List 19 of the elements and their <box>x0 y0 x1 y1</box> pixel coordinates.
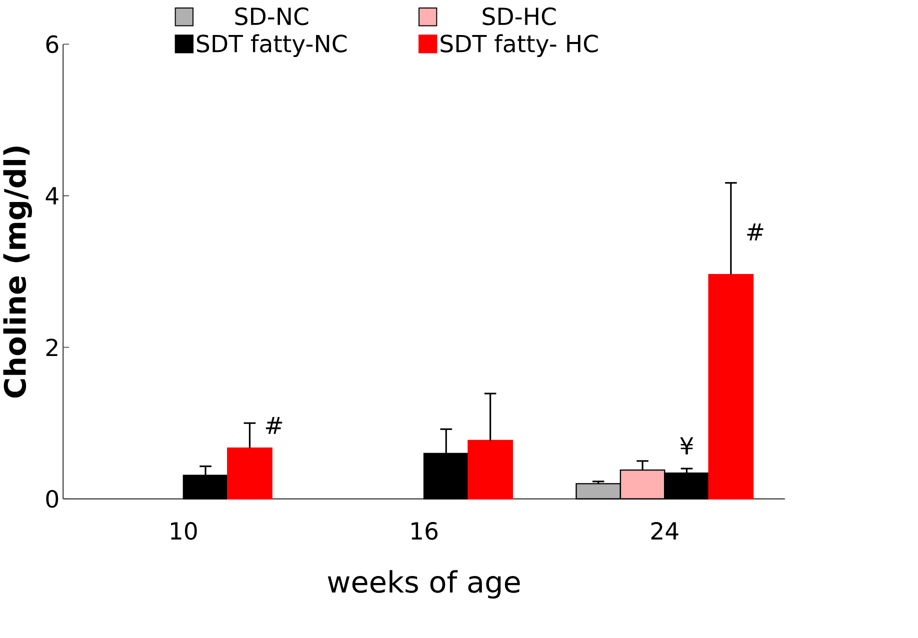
y-tick-label: 4 <box>46 187 58 204</box>
bar <box>227 447 272 500</box>
y-tick-label: 2 <box>46 338 58 356</box>
x-axis-title: weeks of age <box>328 570 520 598</box>
y-tick-label: 6 <box>46 35 58 53</box>
x-tick-label: 24 <box>651 522 678 540</box>
y-tick-label: 0 <box>46 490 58 508</box>
bar <box>708 274 754 500</box>
legend-label: SDT fatty-NC <box>197 34 347 57</box>
annotation: # <box>747 223 764 240</box>
legend-label: SD-NC <box>235 7 308 26</box>
y-axis-title: Choline (mg/dl) <box>3 146 32 398</box>
legend-label: SD-HC <box>482 7 556 26</box>
x-tick-label: 16 <box>412 522 438 540</box>
legend-label: SDT fatty- HC <box>440 34 598 57</box>
annotation: ¥ <box>680 437 694 454</box>
annotation: # <box>266 416 282 434</box>
x-tick-label: 10 <box>171 522 197 540</box>
bar <box>468 440 513 500</box>
